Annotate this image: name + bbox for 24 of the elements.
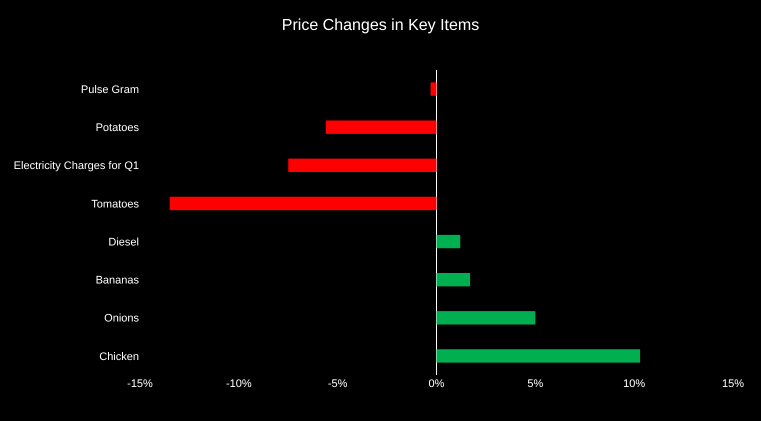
y-tick-label: Electricity Charges for Q1 (14, 160, 139, 172)
bar (436, 349, 640, 363)
x-tick-label: 5% (527, 378, 544, 390)
x-tick-label: 15% (722, 378, 744, 390)
bar (326, 120, 436, 134)
x-tick-label: -5% (328, 378, 348, 390)
x-tick-label: 10% (623, 378, 646, 390)
bar (436, 234, 460, 248)
x-tick-label: -15% (127, 378, 154, 390)
bar (170, 196, 436, 210)
y-tick-label: Onions (104, 312, 140, 325)
y-tick-label: Bananas (96, 274, 140, 287)
y-tick-label: Tomatoes (91, 198, 140, 210)
y-tick-label: Diesel (108, 236, 139, 248)
y-tick-label: Pulse Gram (80, 84, 139, 96)
y-tick-label: Potatoes (96, 122, 140, 134)
bar (288, 158, 436, 172)
bar (436, 311, 536, 324)
bar (436, 273, 470, 286)
y-tick-label: Chicken (99, 350, 139, 363)
chart-title: Price Changes in Key Items (282, 17, 480, 34)
x-tick-label: -10% (226, 378, 252, 390)
x-tick-label: 0% (428, 378, 445, 390)
bar (430, 82, 436, 96)
